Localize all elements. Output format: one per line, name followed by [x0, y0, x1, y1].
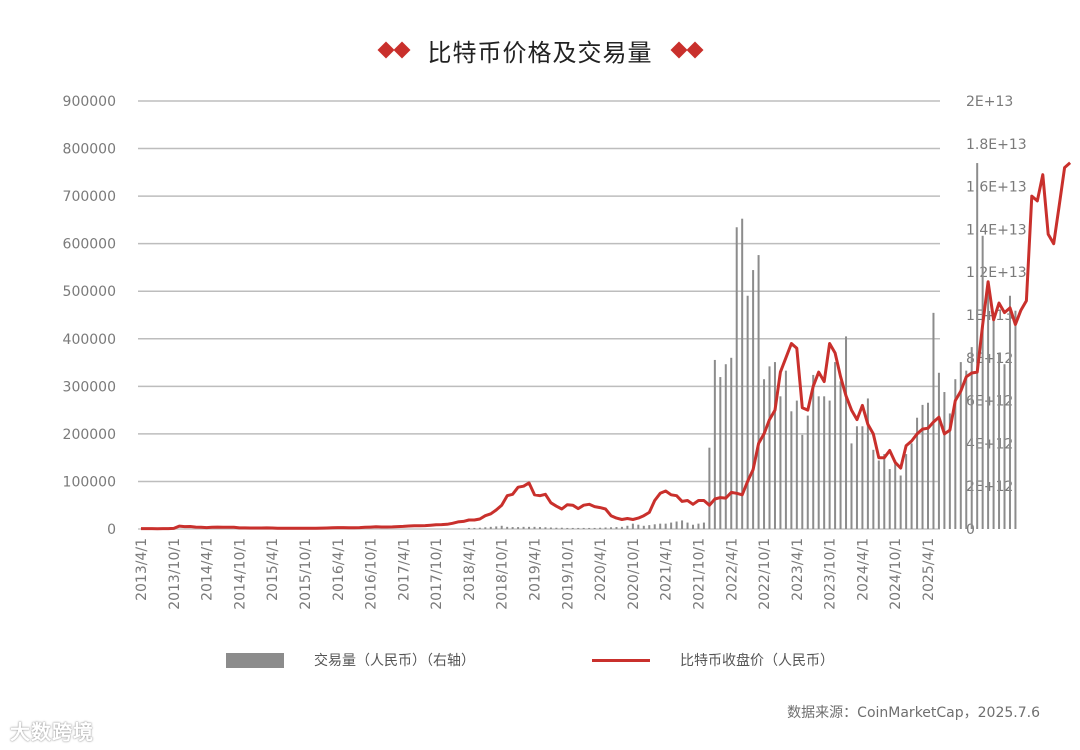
svg-text:0: 0: [966, 522, 975, 538]
svg-text:2023/4/1: 2023/4/1: [790, 538, 806, 601]
legend: 交易量（人民币）（右轴） 比特币收盘价（人民币）: [0, 650, 1080, 674]
chart-title: 比特币价格及交易量: [427, 38, 653, 67]
svg-text:900000: 900000: [63, 94, 116, 110]
bar-swatch-icon: [226, 652, 284, 668]
svg-text:500000: 500000: [63, 284, 116, 300]
legend-item-price: 比特币收盘价（人民币）: [592, 650, 834, 670]
svg-text:1.2E+13: 1.2E+13: [966, 265, 1027, 281]
svg-text:2022/4/1: 2022/4/1: [724, 538, 740, 601]
svg-text:800000: 800000: [63, 142, 116, 158]
svg-text:2019/4/1: 2019/4/1: [528, 538, 544, 601]
line-swatch-icon: [592, 658, 650, 662]
svg-text:8E+12: 8E+12: [966, 351, 1013, 367]
legend-label-price: 比特币收盘价（人民币）: [680, 653, 834, 669]
svg-text:600000: 600000: [63, 237, 116, 253]
svg-text:2019/10/1: 2019/10/1: [560, 538, 576, 610]
svg-text:300000: 300000: [63, 379, 116, 395]
svg-text:400000: 400000: [63, 332, 116, 348]
svg-text:2021/10/1: 2021/10/1: [691, 538, 707, 610]
svg-text:200000: 200000: [63, 427, 116, 443]
svg-text:2013/4/1: 2013/4/1: [134, 538, 150, 601]
svg-text:2E+13: 2E+13: [966, 94, 1013, 110]
svg-text:2020/10/1: 2020/10/1: [626, 538, 642, 610]
svg-text:2016/4/1: 2016/4/1: [331, 538, 347, 601]
svg-text:2014/4/1: 2014/4/1: [200, 538, 216, 601]
svg-text:2024/10/1: 2024/10/1: [888, 538, 904, 610]
svg-text:2014/10/1: 2014/10/1: [232, 538, 248, 610]
svg-text:4E+12: 4E+12: [966, 436, 1013, 452]
legend-item-volume: 交易量（人民币）（右轴）: [226, 650, 475, 670]
left-axis-price: 0 100000 200000 300000 400000 500000 600000 700…: [63, 94, 116, 538]
svg-text:1.4E+13: 1.4E+13: [966, 222, 1027, 238]
svg-text:2015/10/1: 2015/10/1: [298, 538, 314, 610]
svg-text:6E+12: 6E+12: [966, 394, 1013, 410]
data-source-note: 数据来源：CoinMarketCap，2025.7.6: [787, 705, 1040, 721]
svg-text:1.8E+13: 1.8E+13: [966, 137, 1027, 153]
svg-text:2025/4/1: 2025/4/1: [921, 538, 937, 601]
svg-text:2017/10/1: 2017/10/1: [429, 538, 445, 610]
watermark-logo: 大数跨境: [10, 720, 94, 744]
svg-text:0: 0: [107, 522, 116, 538]
svg-text:700000: 700000: [63, 189, 116, 205]
price-line: [141, 161, 1072, 531]
svg-text:2015/4/1: 2015/4/1: [265, 538, 281, 601]
legend-label-volume: 交易量（人民币）（右轴）: [314, 653, 475, 669]
gridlines: [138, 100, 940, 530]
svg-text:2020/4/1: 2020/4/1: [593, 538, 609, 601]
svg-text:2024/4/1: 2024/4/1: [855, 538, 871, 601]
svg-text:100000: 100000: [63, 474, 116, 490]
chart-header: 比特币价格及交易量: [0, 30, 1080, 70]
svg-text:2E+12: 2E+12: [966, 479, 1013, 495]
volume-bars: [467, 163, 1017, 529]
svg-text:2013/10/1: 2013/10/1: [167, 538, 183, 610]
svg-text:2022/10/1: 2022/10/1: [757, 538, 773, 610]
svg-text:1.6E+13: 1.6E+13: [966, 180, 1027, 196]
svg-text:2021/4/1: 2021/4/1: [659, 538, 675, 601]
svg-text:2023/10/1: 2023/10/1: [823, 538, 839, 610]
svg-text:2018/10/1: 2018/10/1: [495, 538, 511, 610]
svg-text:2017/4/1: 2017/4/1: [396, 538, 412, 601]
svg-text:2018/4/1: 2018/4/1: [462, 538, 478, 601]
x-axis-dates: 2013/4/1 2013/10/1 2014/4/1 2014/10/1 2015/4…: [134, 538, 937, 610]
combo-chart: 0 100000 200000 300000 400000 500000 600000 700…: [63, 94, 1072, 610]
svg-text:2016/10/1: 2016/10/1: [364, 538, 380, 610]
